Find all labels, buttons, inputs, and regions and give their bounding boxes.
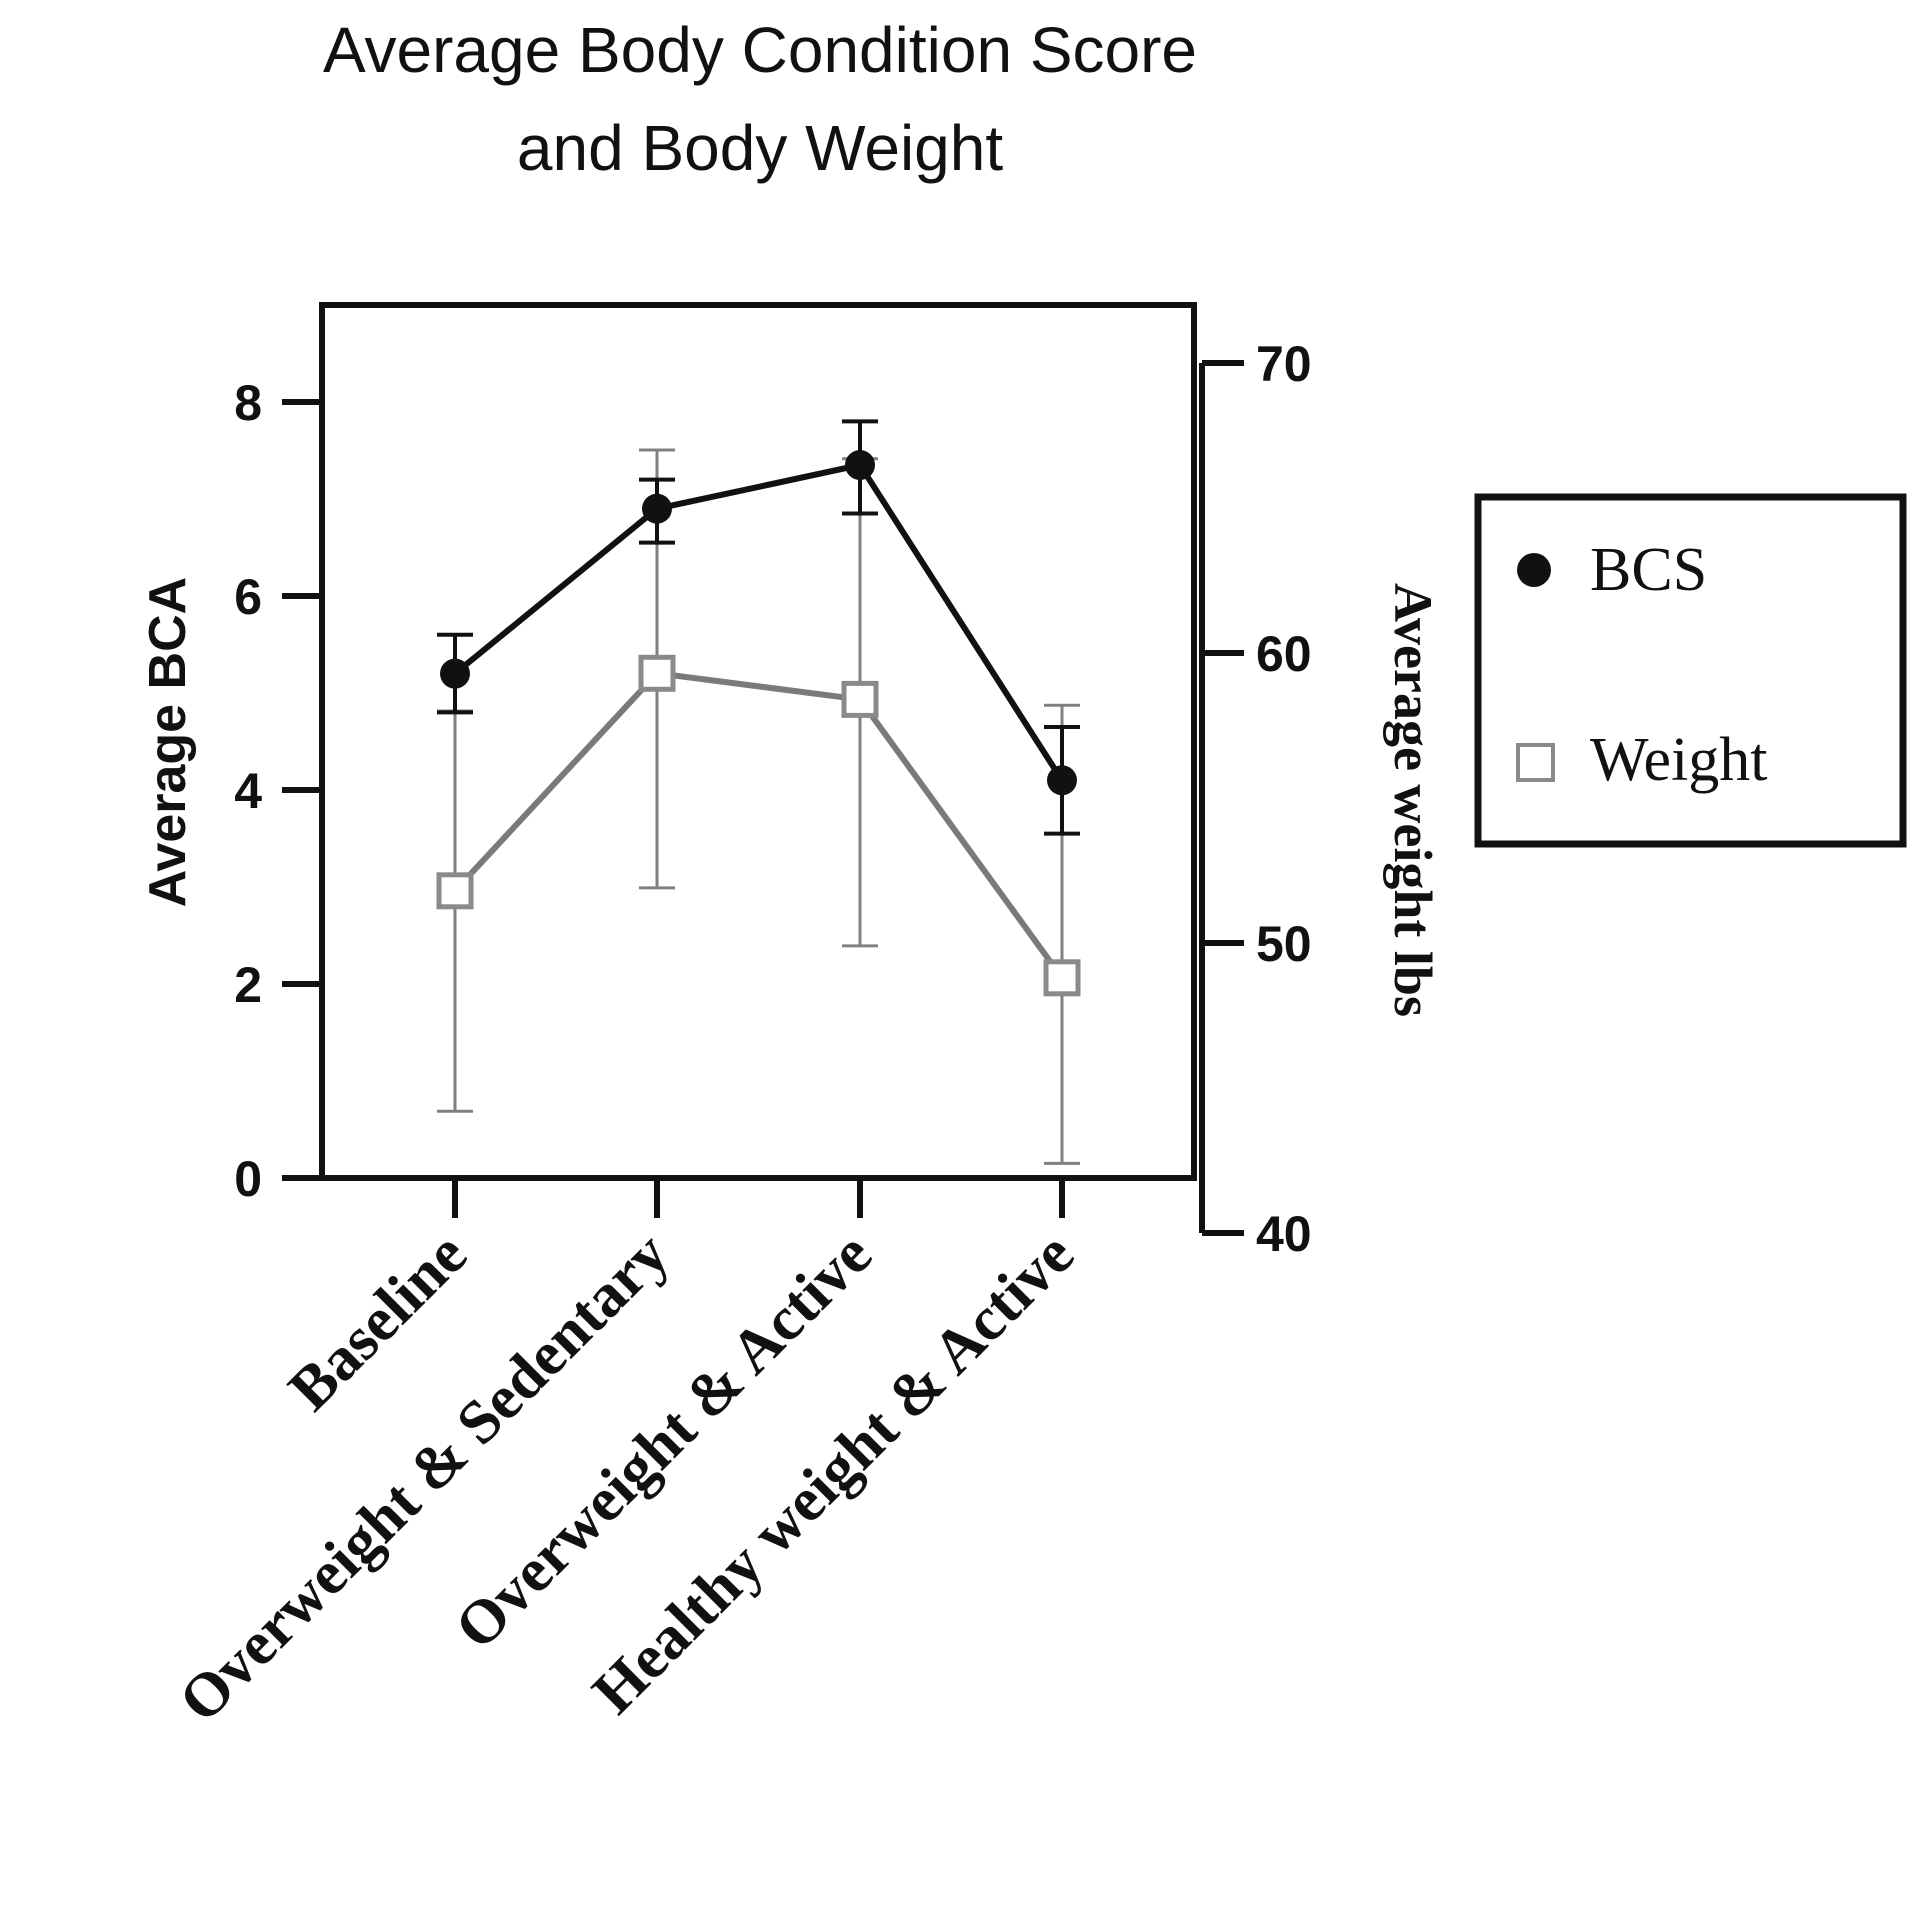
y-axis-label: Average BCA [139, 577, 197, 907]
right-tick-label: 60 [1256, 626, 1312, 682]
series-line-weight [452, 670, 1065, 980]
chart-title: Average Body Condition Score and Body We… [323, 14, 1197, 184]
left-tick-label: 8 [234, 375, 262, 431]
left-tick-label: 2 [234, 957, 262, 1013]
left-tick-label: 4 [234, 763, 262, 819]
right-tick-label: 40 [1256, 1206, 1312, 1262]
chart-title-line-2: and Body Weight [517, 112, 1003, 184]
series-bcs [437, 419, 1080, 836]
right-tick-label: 50 [1256, 916, 1312, 972]
series-layer [436, 419, 1081, 1165]
chart-title-line-1: Average Body Condition Score [323, 14, 1197, 86]
right-axis-ticks: 40 50 60 70 [1202, 336, 1312, 1262]
left-tick-label: 6 [234, 569, 262, 625]
legend-box [1474, 493, 1907, 848]
plot-frame [319, 302, 1197, 1181]
series-weight [436, 448, 1081, 1165]
data-point-bcs [845, 450, 875, 481]
left-axis-ticks: 0 2 4 6 8 [234, 375, 322, 1207]
legend-label-weight: Weight [1590, 726, 1768, 794]
data-point-bcs [1047, 765, 1077, 796]
y2-axis-label: Average weight lbs [1383, 583, 1443, 1017]
data-point-weight [638, 654, 676, 692]
data-point-weight [436, 872, 474, 910]
legend-label-bcs: BCS [1590, 536, 1707, 604]
data-point-bcs [642, 493, 672, 524]
data-point-bcs [440, 658, 470, 689]
x-tick-label: Baseline [276, 1220, 480, 1424]
series-line-bcs [453, 461, 1065, 782]
data-point-weight [1043, 959, 1081, 997]
right-tick-label: 70 [1256, 336, 1312, 392]
data-point-weight [841, 680, 879, 718]
legend: BCS Weight [1474, 493, 1907, 848]
legend-marker-bcs [1517, 553, 1551, 587]
left-tick-label: 0 [234, 1151, 262, 1207]
legend-marker-weight [1516, 743, 1555, 782]
